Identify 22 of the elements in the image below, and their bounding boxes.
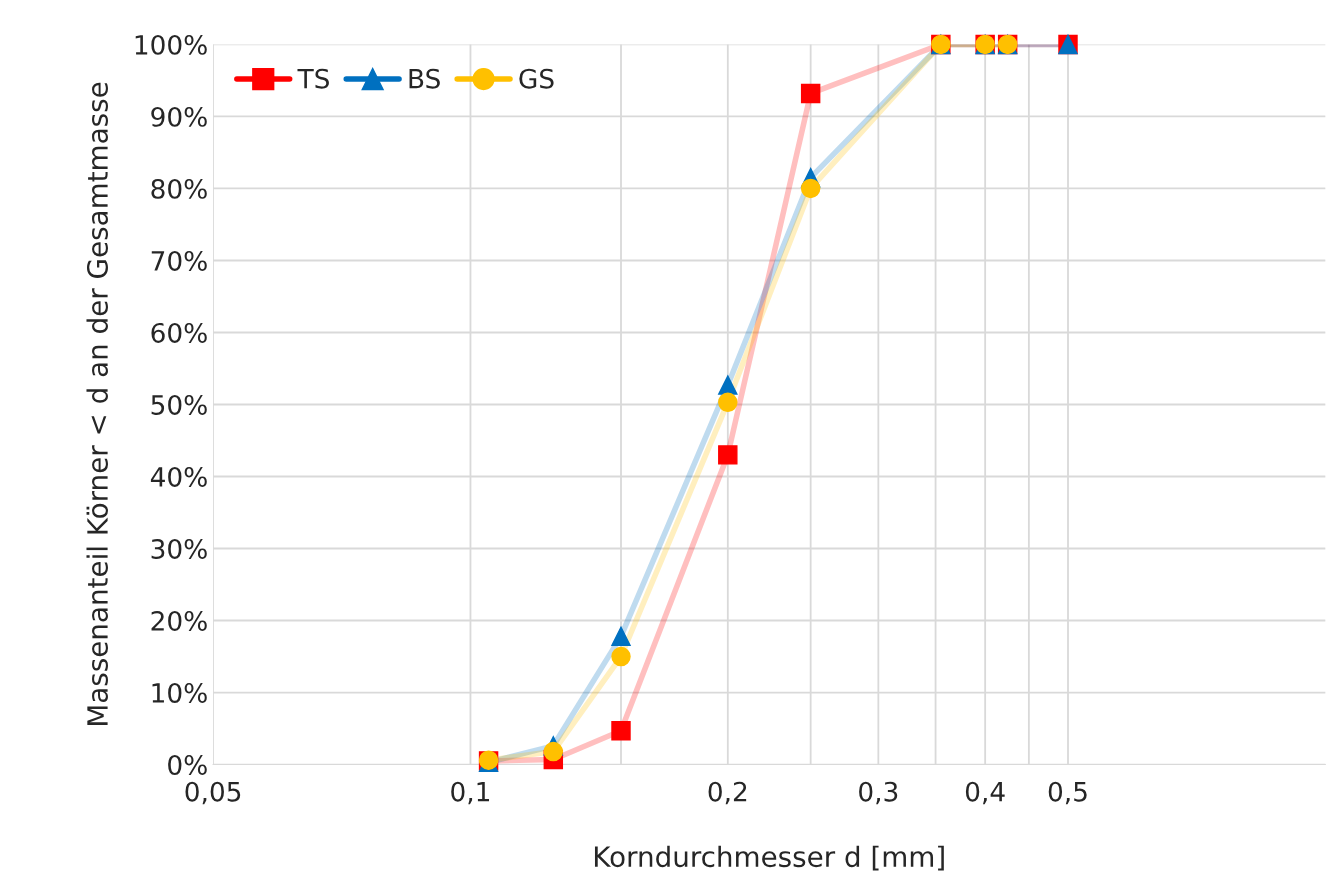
legend-label: TS <box>297 68 329 89</box>
legend-label: GS <box>519 68 554 89</box>
y-tick-label: 60% <box>151 322 207 343</box>
legend-label: BS <box>409 68 440 89</box>
x-tick-label: 0,2 <box>708 781 747 805</box>
y-tick-label: 20% <box>151 610 207 631</box>
x-tick-label: 0,4 <box>965 781 1005 805</box>
x-tick-label: 0,05 <box>185 781 241 805</box>
y-tick-label: 40% <box>150 466 207 487</box>
y-tick-label: 80% <box>151 178 207 199</box>
y-tick-label: 100% <box>135 34 207 55</box>
x-axis-title: Korndurchmesser d [mm] <box>594 845 944 871</box>
x-tick-label: 0,3 <box>859 781 898 805</box>
y-axis-title: Massenanteil Körner < d an der Gesamtmasse <box>86 82 108 725</box>
y-tick-label: 10% <box>152 682 207 703</box>
y-tick-label: 0% <box>168 754 207 775</box>
y-tick-label: 90% <box>151 106 207 127</box>
y-tick-label: 30% <box>151 538 207 559</box>
y-tick-label: 50% <box>151 394 207 415</box>
x-tick-label: 0,5 <box>1048 781 1087 805</box>
x-tick-label: 0,1 <box>451 781 490 805</box>
y-tick-label: 70% <box>151 250 207 271</box>
